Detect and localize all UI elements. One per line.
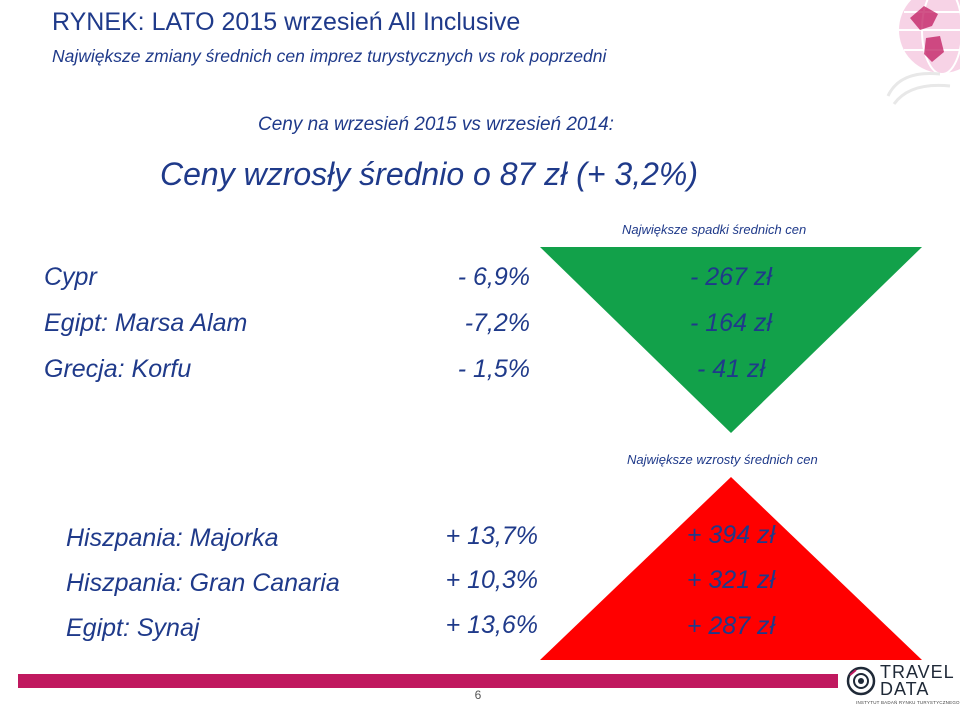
percent-change: + 13,7%	[445, 522, 538, 550]
increases-caption: Największe wzrosty średnich cen	[627, 452, 818, 467]
destination-label: Egipt: Synaj	[66, 614, 200, 642]
red-up-triangle	[540, 477, 922, 660]
percent-change: + 10,3%	[445, 566, 538, 594]
destination-label: Egipt: Marsa Alam	[44, 309, 248, 337]
percent-change: - 1,5%	[457, 355, 530, 383]
logo-tagline: INSTYTUT BADAŃ RYNKU TURYSTYCZNEGO	[856, 700, 960, 705]
percent-change: - 6,9%	[457, 263, 530, 291]
green-down-triangle	[540, 247, 922, 433]
destination-label: Hiszpania: Majorka	[66, 524, 279, 552]
percent-change: + 13,6%	[445, 611, 538, 639]
logo-word-data: DATA	[880, 679, 930, 699]
amount-change: + 287 zł	[686, 612, 776, 640]
destination-label: Hiszpania: Gran Canaria	[66, 569, 340, 597]
destination-label: Cypr	[44, 263, 97, 291]
logo-word-travel: TRAVEL	[880, 662, 955, 682]
page-number: 6	[438, 688, 518, 702]
page-subtitle: Największe zmiany średnich cen imprez tu…	[52, 46, 607, 66]
amount-change: + 321 zł	[686, 566, 776, 594]
percent-change: -7,2%	[464, 309, 530, 337]
amount-change: - 164 zł	[690, 309, 772, 337]
amount-change: + 394 zł	[686, 521, 776, 549]
decreases-caption: Największe spadki średnich cen	[622, 222, 807, 237]
headline-average-change: Ceny wzrosły średnio o 87 zł (+ 3,2%)	[160, 156, 698, 192]
page-title: RYNEK: LATO 2015 wrzesień All Inclusive	[52, 8, 521, 36]
logo-camera-icon	[846, 666, 876, 696]
globe-decoration-icon	[886, 0, 960, 105]
amount-change: - 41 zł	[696, 355, 766, 383]
comparison-period: Ceny na wrzesień 2015 vs wrzesień 2014:	[258, 114, 614, 135]
destination-label: Grecja: Korfu	[44, 355, 192, 383]
amount-change: - 267 zł	[690, 263, 772, 291]
footer-bar	[18, 674, 838, 688]
